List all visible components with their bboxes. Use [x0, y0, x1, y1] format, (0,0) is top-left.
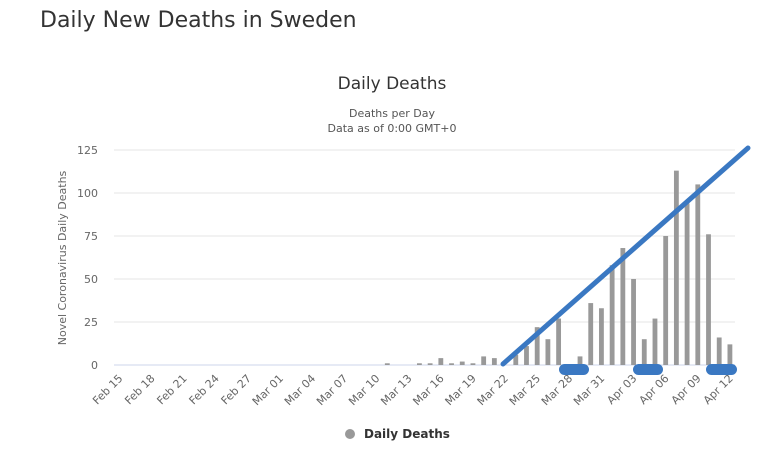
- bar[interactable]: [641, 339, 647, 365]
- bar[interactable]: [652, 318, 658, 365]
- bar[interactable]: [588, 303, 594, 365]
- bar[interactable]: [470, 363, 476, 365]
- x-tick-label: Mar 10: [346, 372, 382, 408]
- page-title: Daily New Deaths in Sweden: [40, 8, 357, 33]
- y-tick-label: 50: [84, 273, 98, 286]
- chart-subtitle-line-1: Deaths per Day: [349, 107, 435, 120]
- x-tick-label: Mar 31: [571, 372, 607, 408]
- bar[interactable]: [695, 184, 701, 365]
- x-tick-label: Feb 18: [122, 372, 157, 407]
- chart-subtitle-line-2: Data as of 0:00 GMT+0: [328, 122, 457, 135]
- x-tick-label: Feb 24: [186, 372, 221, 407]
- x-tick-label: Mar 01: [250, 372, 286, 408]
- x-tick-label: Mar 04: [282, 372, 318, 408]
- x-tick-label: Mar 19: [443, 372, 479, 408]
- bar[interactable]: [417, 363, 422, 365]
- x-tick-label: Apr 06: [637, 372, 672, 407]
- bar[interactable]: [609, 265, 615, 365]
- x-tick-label: Mar 07: [314, 372, 350, 408]
- bar[interactable]: [449, 363, 454, 365]
- x-tick-label: Mar 13: [378, 372, 414, 408]
- bar[interactable]: [631, 279, 636, 365]
- bar[interactable]: [684, 203, 690, 365]
- legend[interactable]: Daily Deaths: [345, 427, 450, 441]
- x-tick-label: Feb 15: [90, 372, 125, 407]
- x-tick-label: Mar 16: [410, 372, 446, 408]
- bar[interactable]: [545, 339, 551, 365]
- bar[interactable]: [577, 356, 583, 365]
- bar[interactable]: [599, 308, 604, 365]
- chart-title: Daily Deaths: [338, 74, 447, 94]
- annotation-mark: [706, 364, 737, 375]
- bar[interactable]: [716, 337, 722, 365]
- bar[interactable]: [438, 358, 444, 365]
- bar[interactable]: [513, 354, 519, 365]
- bar[interactable]: [524, 346, 529, 365]
- y-tick-label: 100: [77, 187, 98, 200]
- x-tick-label: Apr 09: [669, 372, 704, 407]
- bar[interactable]: [427, 363, 433, 365]
- y-tick-label: 75: [84, 230, 98, 243]
- bar[interactable]: [706, 234, 711, 365]
- bar[interactable]: [491, 358, 497, 365]
- x-tick-label: Apr 03: [604, 372, 639, 407]
- y-tick-label: 125: [77, 144, 98, 157]
- bar[interactable]: [727, 344, 733, 365]
- annotation-mark: [559, 364, 589, 375]
- y-tick-label: 25: [84, 316, 98, 329]
- y-tick-label: 0: [91, 359, 98, 372]
- bar[interactable]: [459, 361, 465, 365]
- bar[interactable]: [384, 363, 390, 365]
- x-tick-label: Mar 22: [475, 372, 511, 408]
- y-axis-label: Novel Coronavirus Daily Deaths: [56, 170, 69, 345]
- x-tick-label: Feb 21: [154, 372, 189, 407]
- bar[interactable]: [556, 318, 562, 365]
- bar[interactable]: [673, 170, 679, 365]
- bar[interactable]: [534, 327, 540, 365]
- legend-marker: [345, 429, 355, 439]
- legend-label[interactable]: Daily Deaths: [364, 427, 450, 441]
- x-tick-label: Feb 27: [219, 372, 254, 407]
- annotation-trend-line: [500, 145, 751, 367]
- x-tick-label: Apr 12: [701, 372, 736, 407]
- bar[interactable]: [481, 356, 487, 365]
- x-tick-label: Mar 25: [507, 372, 543, 408]
- bar[interactable]: [663, 236, 669, 365]
- annotation-mark: [633, 364, 663, 375]
- bar[interactable]: [620, 248, 626, 365]
- annotations: [500, 145, 751, 375]
- x-tick-label: Mar 28: [539, 372, 575, 408]
